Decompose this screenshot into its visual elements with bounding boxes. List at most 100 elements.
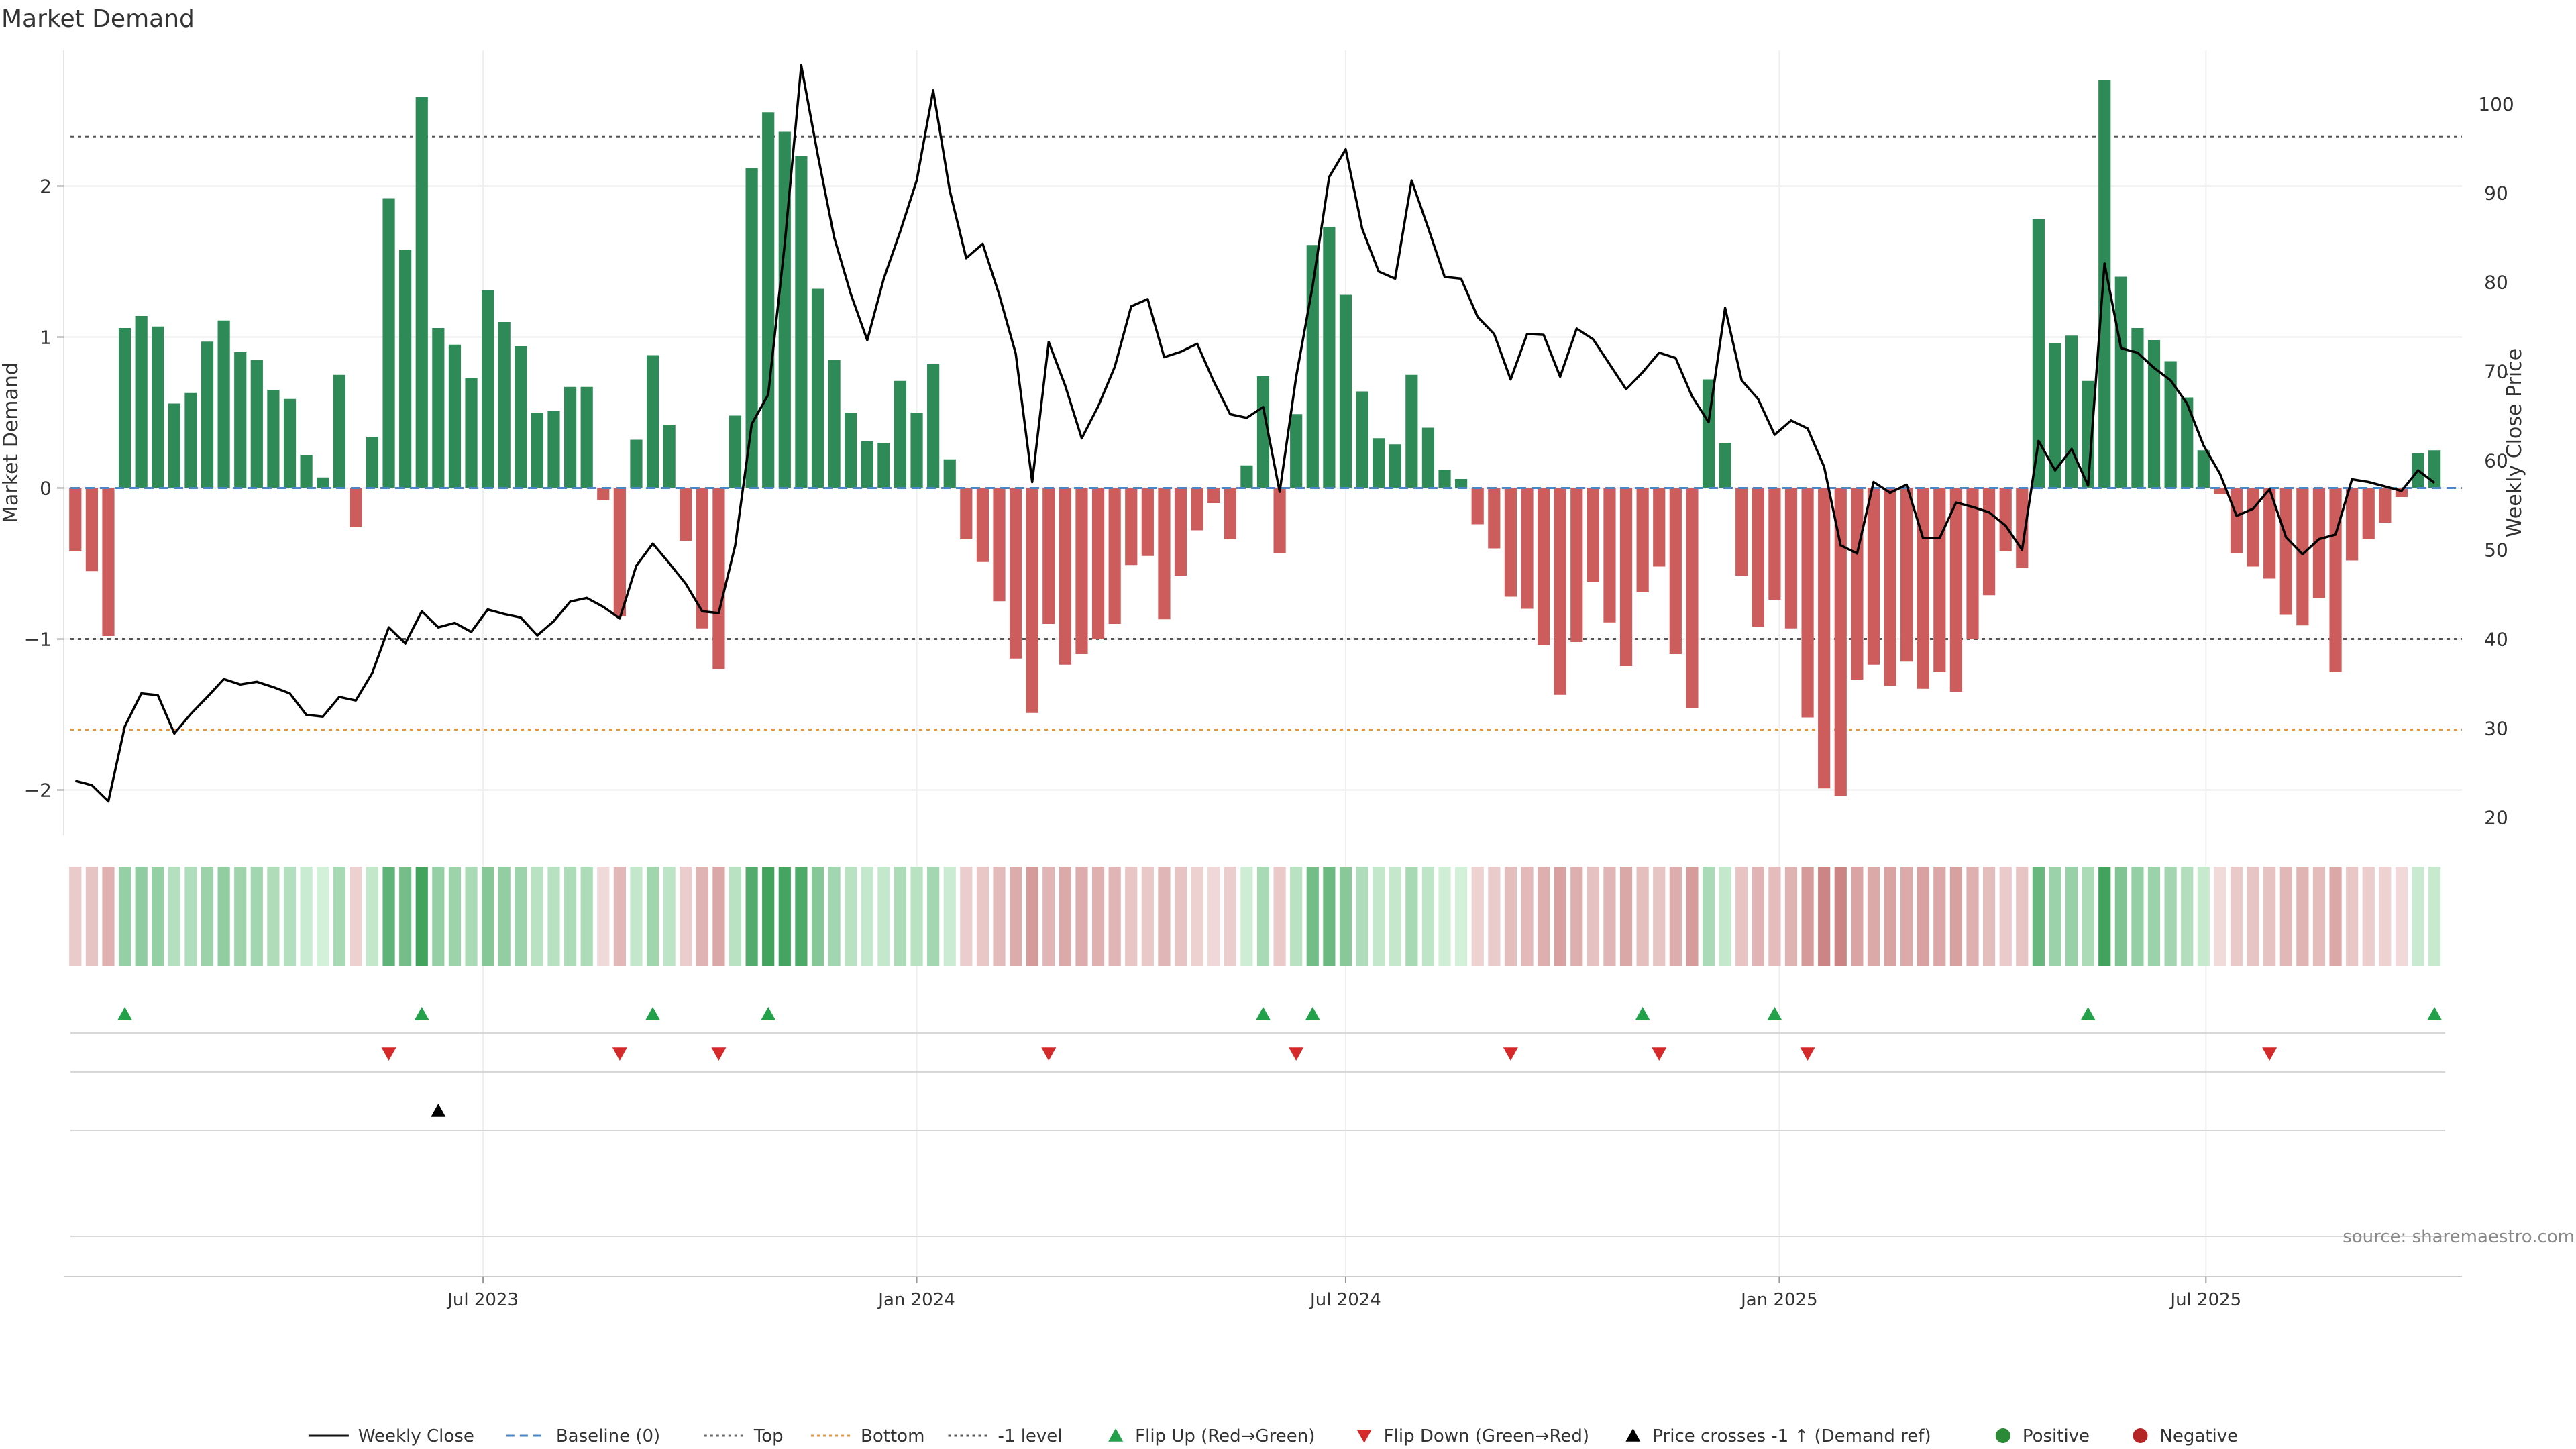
demand-strip-cell <box>1042 867 1055 966</box>
demand-strip-cell <box>482 867 494 966</box>
demand-strip-cell <box>2065 867 2078 966</box>
demand-bar <box>1026 488 1038 713</box>
demand-strip-cell <box>547 867 560 966</box>
price-line-layer <box>74 64 2436 803</box>
demand-strip-cell <box>2362 867 2375 966</box>
demand-bar <box>1389 444 1401 488</box>
demand-strip-cell <box>1834 867 1847 966</box>
demand-bar <box>531 413 544 488</box>
demand-strip-cell <box>1619 867 1633 966</box>
demand-bar <box>1158 488 1171 620</box>
legend-label: Price crosses -1 ↑ (Demand ref) <box>1652 1426 1931 1446</box>
demand-bar <box>1801 488 1814 718</box>
flip-down-marker <box>1041 1047 1057 1061</box>
y-left-tick-label: 0 <box>40 478 52 500</box>
flip-up-marker <box>1305 1007 1320 1020</box>
demand-bar <box>1141 488 1154 556</box>
demand-strip-cell <box>1653 867 1666 966</box>
x-tick-label: Jan 2024 <box>877 1290 955 1310</box>
y-right-tick-label: 40 <box>2484 629 2508 651</box>
demand-strip-cell <box>1438 867 1451 966</box>
demand-bar <box>943 459 956 488</box>
demand-strip-cell <box>762 867 775 966</box>
demand-bar <box>2214 488 2226 494</box>
demand-strip-cell <box>333 867 345 966</box>
demand-bar <box>2065 335 2078 488</box>
demand-strip-cell <box>118 867 131 966</box>
demand-bar <box>1966 488 1979 639</box>
demand-strip-cell <box>201 867 214 966</box>
demand-strip-cell <box>432 867 445 966</box>
demand-bar <box>2247 488 2259 567</box>
demand-strip-cell <box>580 867 593 966</box>
flip-down-marker <box>2262 1047 2277 1061</box>
legend-label: Bottom <box>861 1426 924 1446</box>
demand-bar <box>1818 488 1831 789</box>
demand-strip-cell <box>1752 867 1764 966</box>
demand-bar <box>2131 328 2144 488</box>
signal-markers <box>70 1007 2445 1237</box>
demand-bar <box>1273 488 1286 553</box>
demand-strip-cell <box>1108 867 1121 966</box>
flip-down-marker <box>1800 1047 1815 1061</box>
demand-strip-cell <box>317 867 329 966</box>
demand-strip-cell <box>2214 867 2226 966</box>
demand-strip-cell <box>2098 867 2111 966</box>
demand-bar <box>1290 414 1303 488</box>
demand-bar <box>1917 488 1929 689</box>
demand-bar <box>1240 465 1253 488</box>
demand-bar <box>828 360 841 488</box>
demand-bar <box>118 328 131 488</box>
weekly-close-line <box>74 64 2436 803</box>
legend-swatch <box>1625 1428 1641 1442</box>
demand-bar <box>1851 488 1864 680</box>
y-left-tick-label: −2 <box>24 780 52 802</box>
demand-bars <box>69 80 2441 796</box>
demand-strip-cell <box>1719 867 1731 966</box>
demand-strip-cell <box>350 867 362 966</box>
demand-strip-cell <box>2379 867 2392 966</box>
demand-strip-cell <box>168 867 180 966</box>
flip-up-marker <box>2427 1007 2443 1020</box>
demand-strip-cell <box>366 867 379 966</box>
demand-bar <box>1784 488 1798 629</box>
demand-strip-cell <box>1933 867 1946 966</box>
x-tick-label: Jul 2025 <box>2169 1290 2241 1310</box>
demand-strip <box>69 867 2441 966</box>
flip-up-marker <box>645 1007 661 1020</box>
demand-strip-cell <box>1389 867 1401 966</box>
demand-bar <box>1636 488 1649 592</box>
demand-bar <box>448 344 462 488</box>
y-right-tick-label: 60 <box>2484 450 2508 472</box>
demand-bar <box>2197 450 2210 488</box>
demand-bar <box>1373 438 1385 488</box>
demand-bar <box>2164 361 2177 488</box>
demand-bar <box>762 112 775 488</box>
demand-strip-cell <box>564 867 577 966</box>
demand-bar <box>415 97 428 488</box>
demand-strip-cell <box>531 867 544 966</box>
demand-bar <box>1867 488 1880 665</box>
demand-strip-cell <box>267 867 280 966</box>
demand-strip-cell <box>1240 867 1253 966</box>
demand-strip-cell <box>845 867 857 966</box>
demand-strip-cell <box>2049 867 2061 966</box>
demand-strip-cell <box>2114 867 2127 966</box>
legend-swatch <box>1356 1430 1372 1443</box>
demand-strip-cell <box>2197 867 2210 966</box>
demand-strip-cell <box>2428 867 2441 966</box>
demand-bar <box>1059 488 1071 665</box>
demand-strip-cell <box>1306 867 1319 966</box>
demand-bar <box>1191 488 1203 531</box>
flip-down-marker <box>381 1047 396 1061</box>
demand-strip-cell <box>943 867 956 966</box>
demand-strip-cell <box>1966 867 1979 966</box>
demand-bar <box>547 411 560 488</box>
y-axis-right-label: Weekly Close Price <box>2503 348 2526 537</box>
flip-up-marker <box>1767 1007 1782 1020</box>
demand-bar <box>1504 488 1517 597</box>
demand-strip-cell <box>729 867 742 966</box>
demand-strip-cell <box>2147 867 2161 966</box>
demand-strip-cell <box>2412 867 2424 966</box>
